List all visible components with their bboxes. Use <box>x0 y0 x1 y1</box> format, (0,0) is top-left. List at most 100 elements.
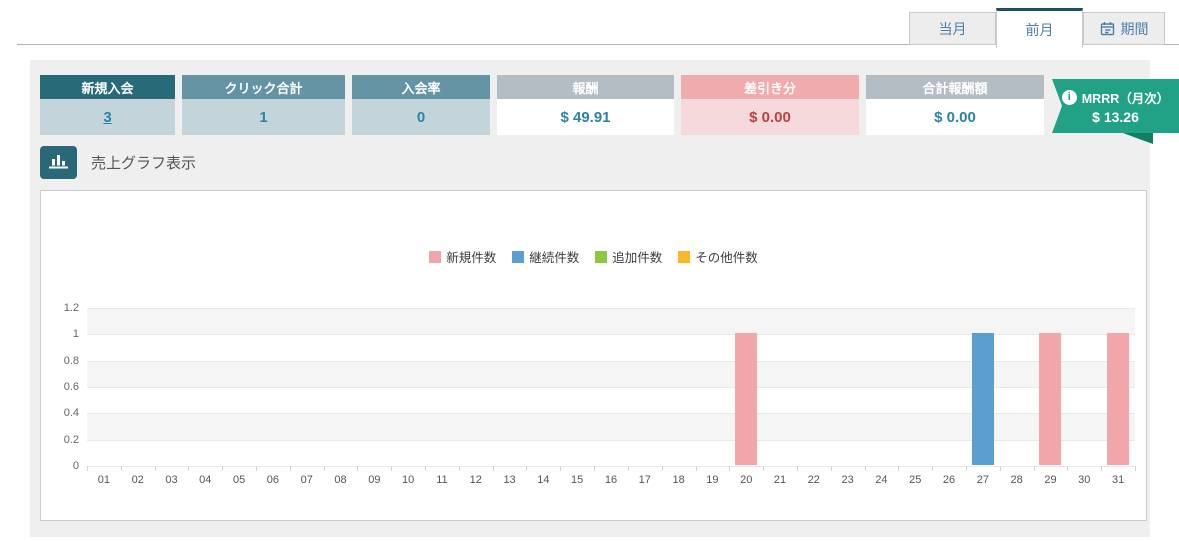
kpi-stats-row: 新規入会 3 クリック合計 1 入会率 0 報酬 $ 49.91 差引き分 $ … <box>40 75 1044 135</box>
x-axis-label: 17 <box>638 474 651 486</box>
x-axis-tick <box>323 466 325 471</box>
x-axis-label: 30 <box>1078 474 1091 486</box>
calendar-icon <box>1100 21 1115 36</box>
x-axis-label: 14 <box>537 474 550 486</box>
x-axis-tick <box>256 466 258 471</box>
x-axis-label: 24 <box>875 474 888 486</box>
x-axis-label: 04 <box>199 474 212 486</box>
legend-label: 追加件数 <box>612 251 663 265</box>
x-axis-tick <box>864 466 866 471</box>
y-axis-label: 0 <box>72 460 79 472</box>
plot-band <box>87 439 1135 466</box>
stat-deduction: 差引き分 $ 0.00 <box>681 75 859 135</box>
sales-graph-label: 売上グラフ表示 <box>91 155 197 172</box>
tab-period[interactable]: 期間 <box>1083 12 1165 45</box>
info-icon: i <box>1061 89 1077 105</box>
x-axis-tick <box>391 466 393 471</box>
y-axis-label: 1 <box>72 328 79 341</box>
x-axis-label: 16 <box>604 474 618 486</box>
tab-previous-month[interactable]: 前月 <box>996 8 1083 48</box>
x-axis-label: 12 <box>469 474 482 486</box>
plot-band <box>87 360 1135 387</box>
x-axis-label: 29 <box>1044 474 1057 486</box>
legend-swatch <box>512 250 525 263</box>
x-axis-label: 08 <box>334 474 347 486</box>
mrr-badge: i MRRR（月次） $ 13.26 <box>1052 79 1179 133</box>
x-axis-label: 19 <box>706 474 719 486</box>
x-axis-tick <box>87 466 88 471</box>
gridline <box>87 413 1135 415</box>
month-tabs: 当月 前月 期間 <box>909 8 1165 48</box>
stat-reward: 報酬 $ 49.91 <box>497 75 674 135</box>
y-axis-label: 0.4 <box>63 407 79 420</box>
gridline <box>87 308 1135 309</box>
stat-new-signups: 新規入会 3 <box>40 75 175 135</box>
x-axis-tick <box>1067 466 1069 471</box>
header-divider <box>17 44 1179 45</box>
x-axis-tick <box>154 466 156 471</box>
plot-band <box>87 308 1135 335</box>
x-axis-label: 10 <box>402 474 415 486</box>
gridline <box>87 360 1135 362</box>
y-axis-label: 0.6 <box>63 381 79 393</box>
stat-signup-rate: 入会率 0 <box>352 75 490 135</box>
x-axis-tick <box>1135 466 1136 471</box>
new-signups-link[interactable]: 3 <box>103 108 112 126</box>
x-axis-label: 18 <box>672 474 685 486</box>
stat-total-clicks: クリック合計 1 <box>182 75 345 135</box>
legend-swatch <box>678 250 691 263</box>
gridline <box>87 439 1135 441</box>
stat-value: $ 0.00 <box>681 99 859 135</box>
stat-value: $ 49.91 <box>497 99 674 135</box>
x-axis-tick <box>188 466 190 471</box>
x-axis-tick <box>627 466 629 471</box>
gridline <box>87 466 1135 467</box>
ribbon-fold <box>1123 133 1153 144</box>
x-axis-label: 06 <box>266 474 280 486</box>
stat-header: 合計報酬額 <box>866 75 1044 99</box>
x-axis-label: 09 <box>368 474 381 486</box>
x-axis-label: 15 <box>571 474 584 486</box>
x-axis-tick <box>1101 466 1103 471</box>
stat-header: 新規入会 <box>40 75 175 99</box>
x-axis-tick <box>492 466 494 471</box>
x-axis-tick <box>695 466 697 471</box>
x-axis-tick <box>661 466 663 471</box>
legend-item: 追加件数 <box>595 247 662 266</box>
x-axis-label: 02 <box>131 474 144 486</box>
stat-value: $ 0.00 <box>866 99 1044 135</box>
y-axis-label: 0.8 <box>63 354 79 367</box>
x-axis-tick <box>594 466 596 471</box>
tab-current-month[interactable]: 当月 <box>909 12 996 45</box>
tab-label: 期間 <box>1120 20 1149 37</box>
legend-label: その他件数 <box>695 251 758 265</box>
x-axis-label: 25 <box>909 474 922 486</box>
x-axis-label: 27 <box>976 474 989 486</box>
sales-graph-button[interactable] <box>40 146 77 179</box>
x-axis-label: 05 <box>232 474 246 486</box>
stat-value: 1 <box>182 99 345 135</box>
x-axis-tick <box>1033 466 1035 471</box>
chart-bar <box>735 333 758 465</box>
gridline <box>87 334 1135 336</box>
x-axis-tick <box>560 466 562 471</box>
stat-header: 報酬 <box>497 75 674 99</box>
x-axis-tick <box>425 466 427 471</box>
x-axis-labels: 01 02 03 04 05 06 07 08 09 10 11 12 13 14 15 16 17 18 19 20… <box>87 474 1135 490</box>
y-axis-label: 0.2 <box>63 433 79 446</box>
x-axis-label: 03 <box>165 474 178 486</box>
plot-band <box>87 334 1135 361</box>
x-axis-tick <box>222 466 224 471</box>
x-axis-tick <box>289 466 291 471</box>
stat-header: 入会率 <box>352 75 490 99</box>
x-axis-tick <box>932 466 934 471</box>
chart-bar <box>1039 333 1062 465</box>
chart-bar <box>1107 333 1130 465</box>
legend-swatch <box>595 250 608 263</box>
plot-band <box>87 387 1135 414</box>
stat-value-cell: 3 <box>40 99 175 135</box>
x-axis-tick <box>357 466 359 471</box>
legend-item: その他件数 <box>678 247 758 266</box>
mrr-label: MRRR（月次） <box>1081 91 1170 106</box>
x-axis-tick <box>763 466 765 471</box>
